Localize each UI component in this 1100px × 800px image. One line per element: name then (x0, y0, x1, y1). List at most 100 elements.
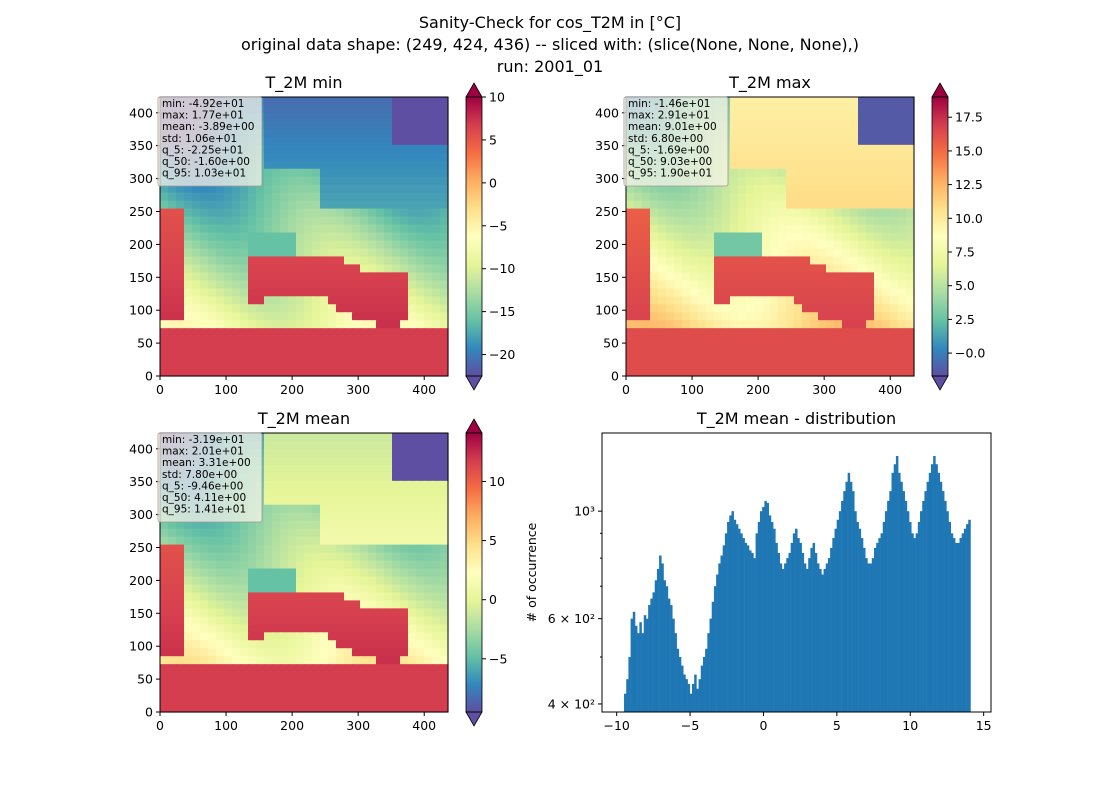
heatmap-2-cell (360, 528, 369, 538)
heatmap-1-cell (682, 216, 691, 226)
heatmap-0-cell (408, 104, 417, 114)
heatmap-0-cell (440, 280, 449, 289)
heatmap-2-cell (256, 608, 265, 617)
heatmap-0-cell (408, 312, 417, 321)
heatmap-1-cell (906, 200, 915, 210)
heatmap-1-cell (650, 360, 659, 369)
heatmap-2-cell (352, 688, 361, 697)
heatmap-2-cell (288, 704, 297, 713)
heatmap-1-cell (674, 272, 683, 281)
heatmap-1-cell (762, 368, 771, 377)
heatmap-2-cell (360, 568, 369, 578)
heatmap-2-cell (304, 528, 313, 538)
heatmap-0-cell (280, 200, 289, 210)
heatmap-0-cell (296, 160, 305, 170)
heatmap-1-cell (626, 248, 635, 258)
heatmap-1-cell (738, 264, 747, 273)
heatmap-2-cell (192, 704, 201, 713)
heatmap-0-cell (328, 128, 337, 138)
heatmap-1-cell (738, 272, 747, 281)
heatmap-2-cell (408, 560, 417, 570)
heatmap-1-cell (898, 112, 907, 122)
heatmap-2-cell (424, 448, 433, 458)
heatmap-1-cell (658, 208, 667, 218)
heatmap-2-cell (192, 600, 201, 609)
heatmap-0-cell (312, 120, 321, 130)
heatmap-1-cell (778, 128, 787, 138)
heatmap-2-cell (200, 592, 209, 601)
heatmap-1-cell (906, 97, 915, 106)
heatmap-1-stat-line: max: 2.91e+01 (628, 110, 710, 122)
heatmap-0-raster (160, 97, 449, 377)
heatmap-2-cell (440, 576, 449, 586)
heatmap-1-cell (754, 168, 763, 178)
histogram-bar (946, 511, 949, 712)
heatmap-0-cell (176, 232, 185, 242)
heatmap-0-cell (344, 200, 353, 210)
heatmap-2-cell (256, 696, 265, 705)
heatmap-2-cell (360, 480, 369, 490)
heatmap-1-cell (778, 320, 787, 329)
heatmap-2-cell (232, 608, 241, 617)
heatmap-0-cell (400, 208, 409, 218)
heatmap-2-cell (344, 488, 353, 498)
heatmap-2-cell (168, 664, 177, 673)
heatmap-1-cell (738, 192, 747, 202)
heatmap-2-cell (272, 624, 281, 633)
heatmap-1-cell (730, 296, 739, 305)
heatmap-0-cell (424, 360, 433, 369)
heatmap-2-cell (288, 488, 297, 498)
heatmap-1-cell (674, 328, 683, 337)
heatmap-1-cell (730, 256, 739, 265)
histogram-bar (963, 528, 967, 712)
heatmap-0-cell (384, 192, 393, 202)
heatmap-2-cell (432, 672, 441, 681)
heatmap-2-cell (400, 584, 409, 594)
heatmap-1-cell (858, 112, 867, 122)
heatmap-0-cell (216, 304, 225, 313)
heatmap-2-cell (400, 472, 409, 482)
heatmap-1-cell (890, 136, 899, 146)
heatmap-2-cell (312, 520, 321, 530)
heatmap-2-cell (304, 496, 313, 506)
heatmap-1-cell (706, 232, 715, 242)
heatmap-0-cell (408, 232, 417, 242)
histogram-bar (871, 558, 875, 712)
heatmap-2-cell (240, 584, 249, 594)
heatmap-1-cell (802, 352, 811, 361)
heatmap-2-cell (424, 576, 433, 586)
heatmap-2-cell (288, 528, 297, 538)
heatmap-0-cell (216, 192, 225, 202)
heatmap-2-cell (336, 704, 345, 713)
heatmap-2-cell (264, 448, 273, 458)
heatmap-2-cell (176, 576, 185, 586)
heatmap-2-cell (328, 560, 337, 570)
heatmap-2-cell (384, 496, 393, 506)
heatmap-1-cell (890, 176, 899, 186)
heatmap-0-cell (376, 352, 385, 361)
heatmap-1-cell (826, 368, 835, 377)
heatmap-2-cell (424, 664, 433, 673)
heatmap-0-cell (424, 264, 433, 273)
heatmap-2-cell (224, 576, 233, 586)
heatmap-0-cell (280, 272, 289, 281)
heatmap-1-cell (898, 160, 907, 170)
heatmap-2-cell (280, 528, 289, 538)
heatmap-0-cell (184, 184, 193, 194)
histogram-bar (639, 622, 642, 712)
heatmap-2-cell (280, 672, 289, 681)
heatmap-0-cell (344, 368, 353, 377)
heatmap-0-cell (384, 168, 393, 178)
heatmap-1-cell (874, 296, 883, 305)
heatmap-1-cell (626, 328, 635, 337)
heatmap-2-cell (272, 472, 281, 482)
heatmap-2-cell (320, 440, 329, 450)
heatmap-1-cell (754, 344, 763, 353)
heatmap-1-cell (770, 152, 779, 162)
heatmap-0-cell (368, 344, 377, 353)
heatmap-2-cell (312, 632, 321, 641)
heatmap-0-cell (416, 336, 425, 345)
heatmap-0-colorbar-extend-min (465, 375, 483, 391)
heatmap-0-cell (392, 328, 401, 337)
